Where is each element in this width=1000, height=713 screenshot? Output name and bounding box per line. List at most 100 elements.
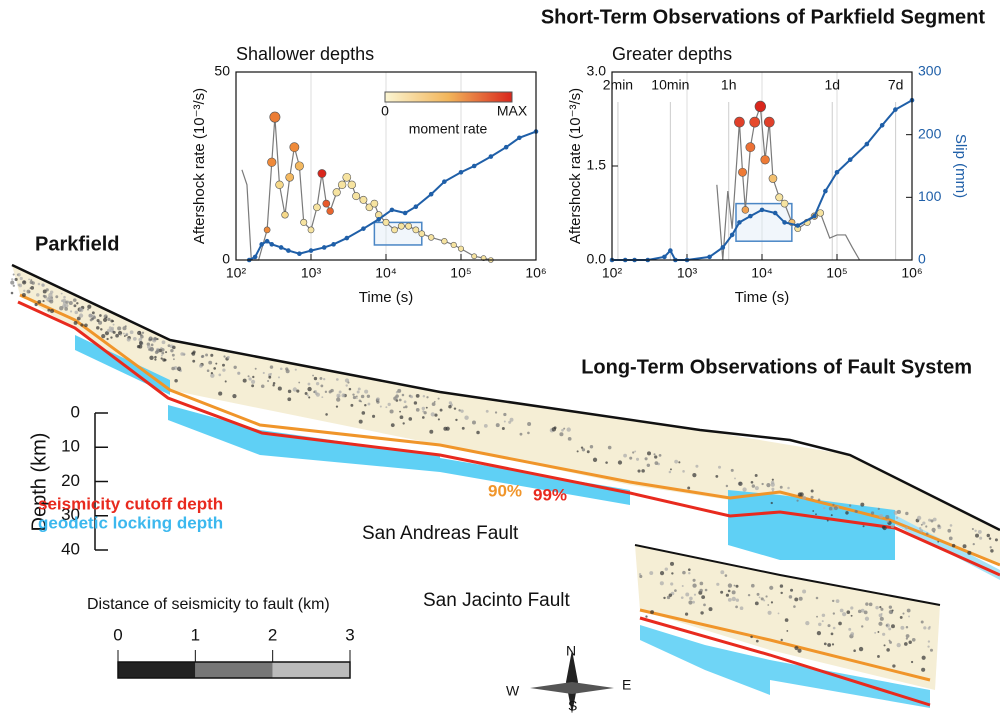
seismic-dot xyxy=(345,384,347,386)
seismic-dot xyxy=(106,338,108,340)
seismic-dot xyxy=(780,592,782,594)
seismic-dot xyxy=(30,286,34,290)
seismic-dot xyxy=(268,376,271,379)
point xyxy=(348,181,356,189)
seismic-dot xyxy=(634,450,636,452)
seismic-dot xyxy=(336,397,340,401)
point xyxy=(323,200,330,207)
seismic-dot xyxy=(952,544,956,548)
seismic-dot xyxy=(908,641,911,644)
seismic-dot xyxy=(886,624,888,626)
seismic-dot xyxy=(853,649,856,652)
y2-tick-label: 300 xyxy=(918,63,942,79)
seismic-dot xyxy=(848,628,851,631)
seismic-dot xyxy=(215,363,217,365)
point xyxy=(414,204,419,209)
seismic-dot xyxy=(149,356,153,360)
seismic-dot xyxy=(761,483,763,485)
seismic-dot xyxy=(50,309,54,313)
seismic-dot xyxy=(768,611,772,615)
seismic-dot xyxy=(130,330,134,334)
seismic-dot xyxy=(855,510,858,513)
seismic-dot xyxy=(897,643,901,647)
point xyxy=(893,107,898,112)
point xyxy=(458,246,463,251)
seismic-dot xyxy=(96,326,99,329)
point xyxy=(331,242,336,247)
seismic-dot xyxy=(919,527,922,530)
seismic-dot xyxy=(30,279,32,281)
seismic-dot xyxy=(878,508,880,510)
seismic-dot xyxy=(660,581,664,585)
seismic-dot xyxy=(80,323,83,326)
seismic-dot xyxy=(823,507,825,509)
point xyxy=(782,220,787,225)
seismic-dot xyxy=(649,571,653,575)
seismic-dot xyxy=(462,427,465,430)
seismic-dot xyxy=(933,518,937,522)
seismic-dot xyxy=(728,590,731,593)
seismic-dot xyxy=(267,380,269,382)
seismic-dot xyxy=(736,585,739,588)
seismic-dot xyxy=(227,356,230,359)
seismic-dot xyxy=(263,372,265,374)
seismic-dot xyxy=(920,529,923,532)
seismic-dot xyxy=(725,574,728,577)
seismic-dot xyxy=(833,612,835,614)
seismic-dot xyxy=(869,603,873,607)
seismic-dot xyxy=(650,610,654,614)
scale-tick-label: 1 xyxy=(191,625,200,644)
seismic-dot xyxy=(359,420,363,424)
seismic-dot xyxy=(827,624,830,627)
seismic-dot xyxy=(201,355,204,358)
seismic-dot xyxy=(92,311,95,314)
seismic-dot xyxy=(859,647,863,651)
seismic-dot xyxy=(252,376,254,378)
seismic-dot xyxy=(728,583,732,587)
seismic-dot xyxy=(786,630,788,632)
seismic-dot xyxy=(637,469,640,472)
seismic-dot xyxy=(161,354,163,356)
seismic-dot xyxy=(397,389,401,393)
seismic-dot xyxy=(877,631,879,633)
seismic-dot xyxy=(17,273,20,276)
fault-label: San Andreas Fault xyxy=(362,523,519,544)
seismic-dot xyxy=(665,567,668,570)
seismic-dot xyxy=(402,394,405,397)
seismic-dot xyxy=(87,309,89,311)
seismic-dot xyxy=(593,458,597,462)
seismic-dot xyxy=(838,622,842,626)
point xyxy=(360,196,367,203)
point xyxy=(344,236,349,241)
seismic-dot xyxy=(563,428,565,430)
seismic-dot xyxy=(107,318,110,321)
seismic-dot xyxy=(875,606,878,609)
seismic-dot xyxy=(154,358,156,360)
seismic-dot xyxy=(396,397,398,399)
seismic-dot xyxy=(847,610,851,614)
seismic-dot xyxy=(655,461,659,465)
seismic-dot xyxy=(568,437,572,441)
compass-e: E xyxy=(622,677,631,693)
seismic-dot xyxy=(43,295,46,298)
seismic-dot xyxy=(10,281,14,285)
point xyxy=(253,255,258,260)
seismic-dot xyxy=(700,611,703,614)
seismic-dot xyxy=(27,290,31,294)
seismic-dot xyxy=(23,290,25,292)
seismic-dot xyxy=(670,562,674,566)
seismic-dot xyxy=(829,507,833,511)
seismic-dot xyxy=(278,376,280,378)
depth-tick-label: 0 xyxy=(71,402,80,421)
y-tick-label: 50 xyxy=(214,63,230,79)
seismic-dot xyxy=(685,613,688,616)
seismic-dot xyxy=(860,503,864,507)
seismic-dot xyxy=(851,615,853,617)
seismic-dot xyxy=(928,640,930,642)
seismic-dot xyxy=(645,457,648,460)
seismic-dot xyxy=(79,307,81,309)
seismic-dot xyxy=(222,369,225,372)
seismic-dot xyxy=(818,623,821,626)
seismic-dot xyxy=(781,639,783,641)
seismic-dot xyxy=(793,605,796,608)
